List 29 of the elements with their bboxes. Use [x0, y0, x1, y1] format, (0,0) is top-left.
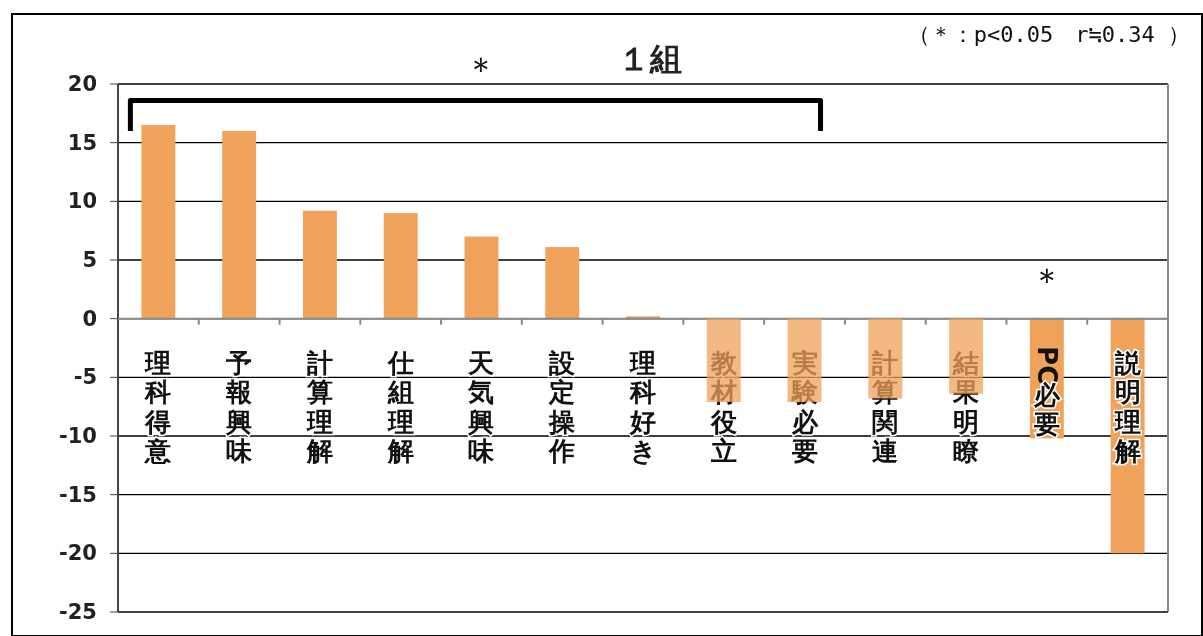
chart-title: １組 [618, 40, 682, 78]
text: （＊：p<0.05 r≒0.34 ） [907, 22, 1190, 47]
x-tick-label: 仕組理解 [386, 348, 414, 467]
bar [222, 130, 257, 319]
x-tick-label: 天気興味 [467, 348, 496, 467]
x-tick-label: PC必要 [1031, 346, 1062, 440]
annotation: ＊ [1029, 260, 1064, 301]
y-tick-label: -25 [59, 600, 97, 624]
y-tick-label: 10 [67, 189, 97, 214]
bar [545, 247, 580, 319]
x-tick-label: 理科得意 [144, 348, 173, 467]
bar [141, 125, 176, 319]
x-tick-label: 理科好き [629, 348, 657, 467]
bar [302, 210, 337, 319]
bar [464, 236, 499, 319]
x-tick-label: 予報興味 [225, 348, 254, 467]
y-tick-label: -10 [59, 424, 97, 448]
y-tick-label: -15 [59, 482, 97, 507]
x-tick-label: 説明理解 [1113, 348, 1141, 467]
y-tick-label: 0 [82, 306, 97, 331]
y-tick-label: -20 [59, 541, 97, 566]
x-tick-label: 計算理解 [305, 348, 333, 467]
x-tick-label: 設定操作 [548, 348, 577, 467]
bar [383, 213, 418, 319]
y-tick-label: 20 [67, 72, 97, 96]
y-tick-label: -5 [73, 365, 97, 390]
y-tick-label: 5 [82, 248, 97, 272]
y-tick-label: 15 [67, 130, 97, 155]
annotation: ＊ [464, 49, 499, 90]
